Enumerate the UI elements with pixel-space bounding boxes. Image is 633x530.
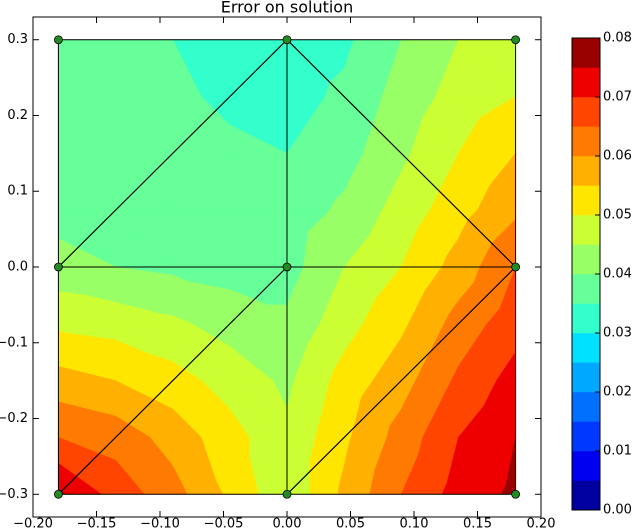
colorbar-band — [571, 155, 601, 186]
colorbar-band — [571, 391, 601, 422]
colorbar-band — [571, 96, 601, 127]
colorbar-band — [571, 303, 601, 334]
x-tick-label: 0.20 — [527, 517, 556, 530]
mesh-node — [511, 262, 520, 272]
x-tick-label: 0.00 — [273, 517, 302, 530]
colorbar-tick-label: 0.08 — [603, 31, 632, 46]
x-tick-label: 0.15 — [463, 517, 492, 530]
mesh-node — [282, 35, 292, 45]
x-tick-label: 0.05 — [336, 517, 365, 530]
colorbar-tick-label: 0.00 — [603, 503, 632, 518]
colorbar-band — [571, 450, 601, 481]
chart-title: Error on solution — [221, 0, 353, 17]
colorbar-band — [571, 67, 601, 98]
colorbar-band — [571, 185, 601, 216]
mesh-node — [54, 489, 63, 499]
colorbar-tick-label: 0.05 — [603, 208, 632, 223]
y-tick-label: 0.2 — [7, 108, 28, 123]
x-tick-label: −0.10 — [140, 517, 180, 530]
colorbar-band — [571, 214, 601, 245]
colorbar-tick-label: 0.04 — [603, 267, 632, 282]
mesh-node — [511, 35, 520, 45]
colorbar-band — [571, 332, 601, 363]
mesh-node — [511, 489, 520, 499]
colorbar-band — [571, 126, 601, 157]
colorbar-tick-label: 0.03 — [603, 326, 632, 341]
colorbar-band — [571, 421, 601, 452]
y-tick-label: −0.1 — [0, 335, 28, 350]
mesh-triangle — [285, 265, 517, 495]
y-tick-label: 0.1 — [7, 184, 28, 199]
mesh-node — [54, 35, 63, 45]
colorbar-tick-label: 0.02 — [603, 385, 632, 400]
mesh-node — [54, 262, 63, 272]
colorbar-band — [571, 362, 601, 393]
x-tick-label: 0.10 — [400, 517, 429, 530]
y-tick-label: 0.0 — [7, 260, 28, 275]
colorbar-tick-label: 0.06 — [603, 149, 632, 164]
contour-field — [57, 39, 517, 495]
colorbar-band — [571, 37, 601, 68]
mesh-node — [282, 262, 292, 272]
x-tick-label: −0.20 — [13, 517, 53, 530]
colorbar-band — [571, 273, 601, 304]
x-tick-label: −0.15 — [77, 517, 117, 530]
y-tick-label: −0.3 — [0, 487, 28, 502]
colorbar-tick-label: 0.01 — [603, 444, 632, 459]
colorbar-band — [571, 244, 601, 275]
colorbar-tick-label: 0.07 — [603, 90, 632, 105]
mesh-node — [282, 489, 292, 499]
colorbar-band — [571, 480, 601, 511]
y-tick-label: 0.3 — [7, 32, 28, 47]
y-tick-label: −0.2 — [0, 411, 28, 426]
x-tick-label: −0.05 — [204, 517, 244, 530]
